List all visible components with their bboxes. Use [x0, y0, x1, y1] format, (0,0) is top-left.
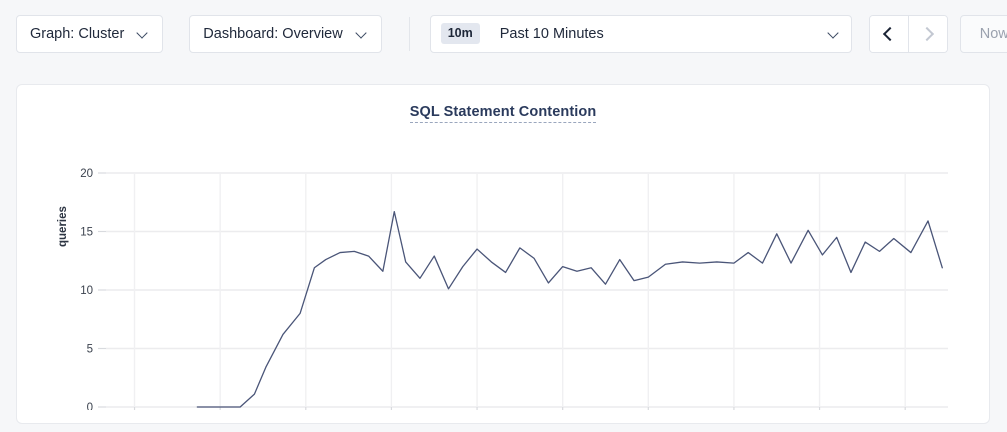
chevron-down-icon — [829, 28, 840, 39]
dashboard-select[interactable]: Dashboard: Overview — [189, 14, 382, 53]
time-range-label: Past 10 Minutes — [499, 25, 604, 42]
chevron-down-icon — [138, 28, 149, 39]
chart-title-text: SQL Statement Contention — [409, 104, 597, 123]
graph-select[interactable]: Graph: Cluster — [16, 14, 164, 53]
time-range-badge: 10m — [440, 23, 480, 44]
dashboard-select-label: Dashboard: Overview — [203, 25, 343, 42]
now-button-label: Now — [979, 25, 1007, 42]
time-range-select[interactable]: 10m Past 10 Minutes — [429, 14, 852, 53]
chevron-down-icon — [357, 28, 368, 39]
toolbar-divider — [408, 16, 410, 51]
time-next-button[interactable] — [907, 15, 947, 52]
y-axis-ticks: 0 5 10 15 20 — [80, 168, 93, 410]
chevron-right-icon — [922, 28, 934, 40]
toolbar: Graph: Cluster Dashboard: Overview 10m P… — [0, 0, 1007, 67]
time-nav-group — [868, 14, 948, 53]
now-button[interactable]: Now — [959, 14, 1007, 53]
chart-title: SQL Statement Contention — [17, 104, 989, 123]
chevron-left-icon — [883, 28, 895, 40]
y-tick-label: 10 — [80, 285, 93, 297]
y-tick-label: 0 — [87, 402, 93, 410]
graph-select-label: Graph: Cluster — [30, 25, 125, 42]
y-tick-label: 20 — [80, 168, 93, 180]
time-prev-button[interactable] — [869, 15, 908, 52]
grid-lines — [98, 172, 948, 410]
chart-card: SQL Statement Contention queries 0 5 10 15 2… — [16, 84, 990, 424]
y-tick-label: 15 — [80, 227, 93, 239]
y-tick-label: 5 — [87, 344, 93, 356]
data-series-line — [196, 210, 943, 408]
